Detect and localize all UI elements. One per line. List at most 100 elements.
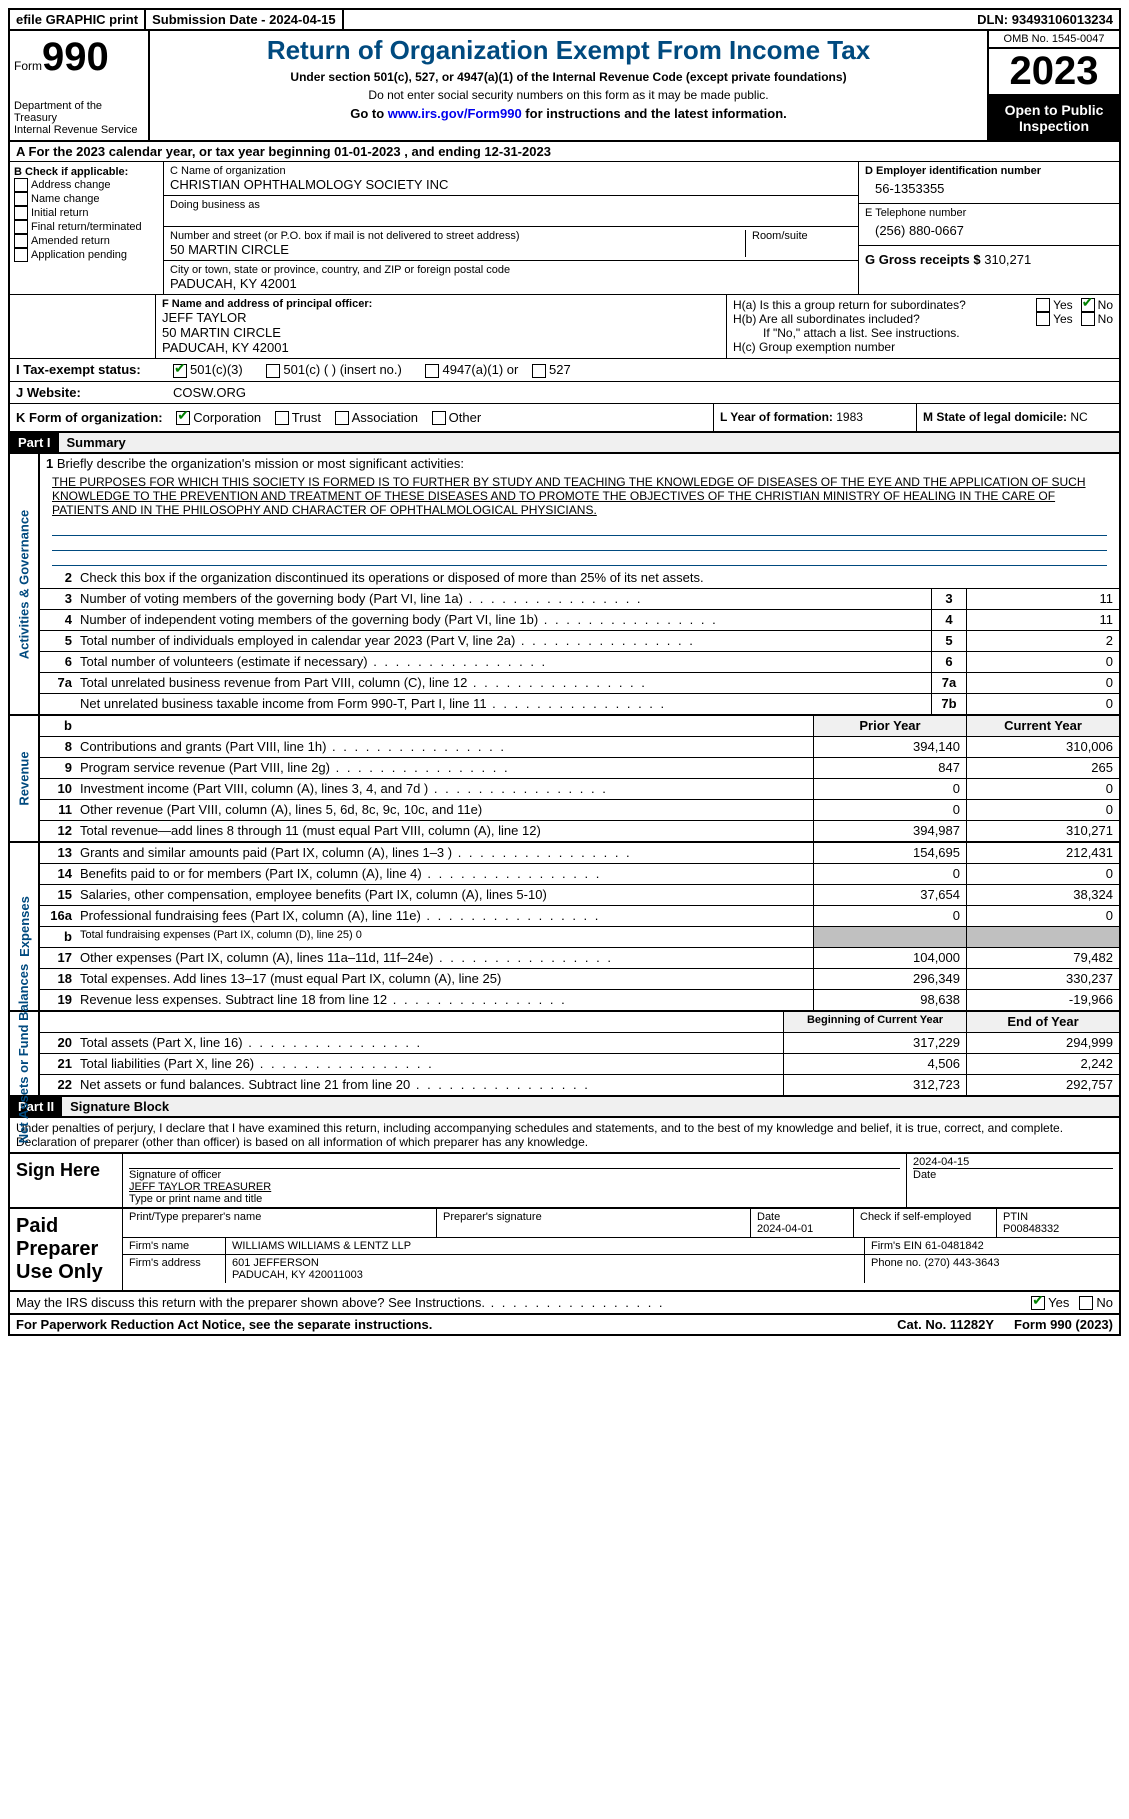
street: 50 MARTIN CIRCLE: [170, 242, 745, 257]
form-num: 990: [42, 35, 109, 79]
line-6: Total number of volunteers (estimate if …: [76, 652, 931, 672]
form-title: Return of Organization Exempt From Incom…: [154, 35, 983, 66]
firm-ein: 61-0481842: [925, 1240, 984, 1252]
box-c: C Name of organization CHRISTIAN OPHTHAL…: [164, 162, 859, 294]
line-16b: Total fundraising expenses (Part IX, col…: [76, 927, 813, 947]
amended-check[interactable]: [14, 234, 28, 248]
line-20: Total assets (Part X, line 16): [76, 1033, 783, 1053]
sign-here-section: Sign Here Signature of officer JEFF TAYL…: [8, 1154, 1121, 1209]
line-14: Benefits paid to or for members (Part IX…: [76, 864, 813, 884]
gross-val: 310,271: [984, 252, 1031, 267]
footer: For Paperwork Reduction Act Notice, see …: [8, 1315, 1121, 1336]
527-check[interactable]: [532, 364, 546, 378]
line-15: Salaries, other compensation, employee b…: [76, 885, 813, 905]
box-m: M State of legal domicile: NC: [916, 404, 1119, 432]
officer-street: 50 MARTIN CIRCLE: [162, 325, 720, 340]
box-k: K Form of organization: Corporation Trus…: [10, 404, 713, 432]
line-16a: Professional fundraising fees (Part IX, …: [76, 906, 813, 926]
line-19: Revenue less expenses. Subtract line 18 …: [76, 990, 813, 1010]
officer-name: JEFF TAYLOR: [162, 310, 720, 325]
subtitle-3: Go to www.irs.gov/Form990 for instructio…: [154, 106, 983, 121]
org-name: CHRISTIAN OPHTHALMOLOGY SOCIETY INC: [170, 177, 852, 192]
4947-check[interactable]: [425, 364, 439, 378]
org-name-label: C Name of organization: [170, 165, 852, 177]
dept: Department of the Treasury Internal Reve…: [14, 100, 144, 136]
discuss-no-check[interactable]: [1079, 1296, 1093, 1310]
form-header: Form990 Department of the Treasury Inter…: [8, 31, 1121, 142]
line-5: Total number of individuals employed in …: [76, 631, 931, 651]
ein-label: D Employer identification number: [865, 165, 1113, 177]
line-3: Number of voting members of the governin…: [76, 589, 931, 609]
mission-label: Briefly describe the organization's miss…: [57, 456, 464, 471]
submission-date: Submission Date - 2024-04-15: [146, 10, 344, 29]
top-bar: efile GRAPHIC print Submission Date - 20…: [8, 8, 1121, 31]
city-label: City or town, state or province, country…: [170, 264, 852, 276]
efile-label: efile GRAPHIC print: [10, 10, 146, 29]
inspection-label: Open to Public Inspection: [989, 96, 1119, 140]
line-17: Other expenses (Part IX, column (A), lin…: [76, 948, 813, 968]
omb: OMB No. 1545-0047: [989, 31, 1119, 49]
phone-label: E Telephone number: [865, 207, 1113, 219]
box-l: L Year of formation: 1983: [713, 404, 916, 432]
form-label: Form: [14, 59, 42, 73]
sign-date: 2024-04-15: [913, 1156, 1113, 1168]
city: PADUCAH, KY 42001: [170, 276, 852, 291]
line-12: Total revenue—add lines 8 through 11 (mu…: [76, 821, 813, 841]
line-8: Contributions and grants (Part VIII, lin…: [76, 737, 813, 757]
declaration: Under penalties of perjury, I declare th…: [8, 1118, 1121, 1154]
box-f: F Name and address of principal officer:…: [156, 295, 727, 358]
ha-no-check[interactable]: [1081, 298, 1095, 312]
name-change-check[interactable]: [14, 192, 28, 206]
other-check[interactable]: [432, 411, 446, 425]
firm-phone: (270) 443-3643: [924, 1257, 999, 1269]
discuss-yes-check[interactable]: [1031, 1296, 1045, 1310]
line-7b: Net unrelated business taxable income fr…: [76, 694, 931, 714]
line-10: Investment income (Part VIII, column (A)…: [76, 779, 813, 799]
line-22: Net assets or fund balances. Subtract li…: [76, 1075, 783, 1095]
revenue-section: Revenue bPrior YearCurrent Year 8Contrib…: [8, 716, 1121, 843]
room-label: Room/suite: [745, 230, 852, 257]
ha-yes-check[interactable]: [1036, 298, 1050, 312]
row-a: A For the 2023 calendar year, or tax yea…: [10, 142, 1119, 162]
irs-link[interactable]: www.irs.gov/Form990: [388, 106, 522, 121]
officer-sig: JEFF TAYLOR TREASURER: [129, 1181, 900, 1193]
box-b: B Check if applicable: Address change Na…: [10, 162, 164, 294]
501c3-check[interactable]: [173, 364, 187, 378]
dln: DLN: 93493106013234: [971, 10, 1119, 29]
firm-name: WILLIAMS WILLIAMS & LENTZ LLP: [226, 1238, 865, 1254]
officer-city: PADUCAH, KY 42001: [162, 340, 720, 355]
part1-bar: Part ISummary: [8, 433, 1121, 454]
hb-no-check[interactable]: [1081, 312, 1095, 326]
line-13: Grants and similar amounts paid (Part IX…: [76, 843, 813, 863]
501c-check[interactable]: [266, 364, 280, 378]
website: COSW.ORG: [167, 382, 252, 403]
line-11: Other revenue (Part VIII, column (A), li…: [76, 800, 813, 820]
tax-status-label: I Tax-exempt status:: [10, 359, 167, 381]
hb-yes-check[interactable]: [1036, 312, 1050, 326]
addr-change-check[interactable]: [14, 178, 28, 192]
final-return-check[interactable]: [14, 220, 28, 234]
line-2: Check this box if the organization disco…: [76, 568, 1119, 588]
part2-bar: Part IISignature Block: [8, 1097, 1121, 1118]
phone: (256) 880-0667: [865, 219, 1113, 242]
street-label: Number and street (or P.O. box if mail i…: [170, 230, 745, 242]
tax-year: 2023: [989, 49, 1119, 96]
corp-check[interactable]: [176, 411, 190, 425]
trust-check[interactable]: [275, 411, 289, 425]
firm-addr: 601 JEFFERSON PADUCAH, KY 420011003: [226, 1255, 865, 1283]
line-21: Total liabilities (Part X, line 26): [76, 1054, 783, 1074]
expenses-section: Expenses 13Grants and similar amounts pa…: [8, 843, 1121, 1012]
netassets-section: Net Assets or Fund Balances Beginning of…: [8, 1012, 1121, 1097]
ptin: P00848332: [1003, 1223, 1059, 1235]
governance-section: Activities & Governance 1 Briefly descri…: [8, 454, 1121, 716]
initial-return-check[interactable]: [14, 206, 28, 220]
box-h: H(a) Is this a group return for subordin…: [727, 295, 1119, 358]
line-4: Number of independent voting members of …: [76, 610, 931, 630]
prep-date: 2024-04-01: [757, 1223, 813, 1235]
app-pending-check[interactable]: [14, 248, 28, 262]
assoc-check[interactable]: [335, 411, 349, 425]
line-7a: Total unrelated business revenue from Pa…: [76, 673, 931, 693]
line-9: Program service revenue (Part VIII, line…: [76, 758, 813, 778]
dba-label: Doing business as: [170, 199, 852, 211]
subtitle-1: Under section 501(c), 527, or 4947(a)(1)…: [154, 70, 983, 84]
